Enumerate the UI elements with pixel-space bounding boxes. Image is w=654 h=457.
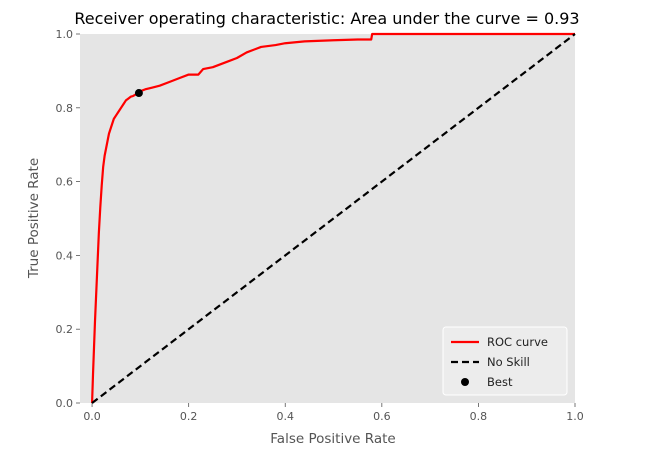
x-tick-label: 1.0 (566, 410, 584, 423)
y-axis-ticks: 0.0 0.2 0.4 0.6 0.8 1.0 (56, 28, 80, 410)
legend-label-no-skill: No Skill (487, 355, 530, 369)
y-tick-label: 0.4 (56, 249, 74, 262)
best-point (134, 89, 143, 98)
legend-swatch-best (461, 378, 469, 386)
y-tick-label: 0.2 (56, 323, 74, 336)
legend: ROC curve No Skill Best (442, 326, 568, 396)
y-tick-label: 0.0 (56, 397, 74, 410)
legend-label-roc: ROC curve (487, 335, 548, 349)
legend-label-best: Best (487, 375, 513, 389)
x-axis-ticks: 0.0 0.2 0.4 0.6 0.8 1.0 (83, 403, 584, 423)
no-skill-line (91, 33, 576, 404)
legend-box (442, 326, 568, 396)
y-axis-label: True Positive Rate (26, 158, 42, 279)
x-tick-label: 0.4 (276, 410, 294, 423)
x-tick-label: 0.0 (83, 410, 101, 423)
y-tick-label: 0.8 (56, 102, 74, 115)
x-tick-label: 0.8 (470, 410, 488, 423)
x-tick-label: 0.2 (180, 410, 198, 423)
chart-marks (90, 32, 576, 404)
y-tick-label: 0.6 (56, 176, 74, 189)
x-tick-label: 0.6 (373, 410, 391, 423)
x-axis-label: False Positive Rate (270, 431, 395, 447)
chart-title: Receiver operating characteristic: Area … (74, 9, 579, 28)
y-tick-label: 1.0 (56, 28, 74, 41)
